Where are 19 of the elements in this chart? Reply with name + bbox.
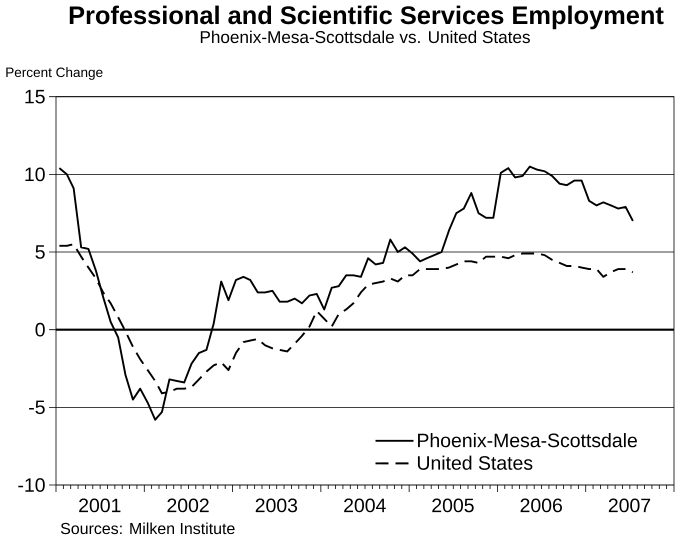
- x-tick-label: 2006: [520, 498, 562, 512]
- x-tick-label: 2005: [432, 498, 474, 512]
- legend-label: United States: [418, 456, 532, 470]
- y-tick-label: 15: [25, 90, 45, 104]
- y-tick-label: 5: [36, 245, 45, 259]
- legend-label: Phoenix-Mesa-Scottsdale: [418, 433, 637, 448]
- x-tick-label: 2001: [79, 498, 120, 512]
- chart-title: Professional and Scientific Services Employment: [70, 6, 664, 30]
- x-tick-label: 2004: [344, 498, 386, 512]
- y-tick-label: -10: [18, 478, 45, 492]
- x-tick-label: 2003: [256, 498, 298, 512]
- y-tick-label: 10: [25, 167, 45, 182]
- y-tick-label: 0: [35, 322, 45, 337]
- chart-subtitle: Phoenix-Mesa-Scottsdale vs. United States: [200, 30, 530, 44]
- x-tick-label: 2002: [167, 498, 209, 512]
- y-tick-label: -5: [29, 400, 45, 414]
- source-note: Sources: Milken Institute: [60, 522, 235, 534]
- x-tick-label: 2007: [608, 498, 650, 512]
- y-axis-title: Percent Change: [6, 67, 103, 80]
